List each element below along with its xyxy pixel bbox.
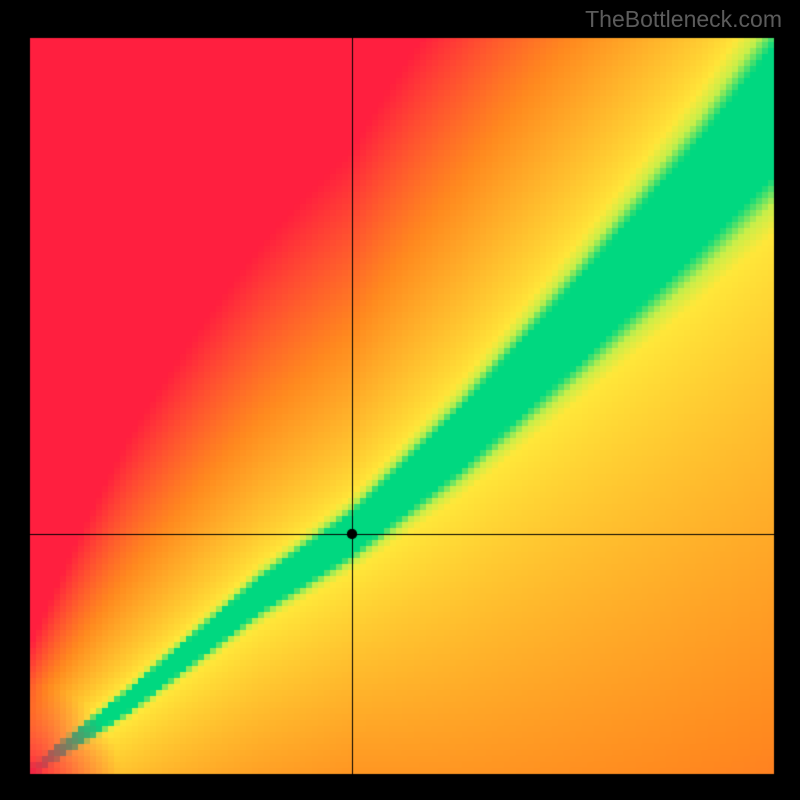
watermark-text: TheBottleneck.com <box>585 6 782 33</box>
heatmap-canvas <box>0 0 800 800</box>
chart-container: TheBottleneck.com <box>0 0 800 800</box>
